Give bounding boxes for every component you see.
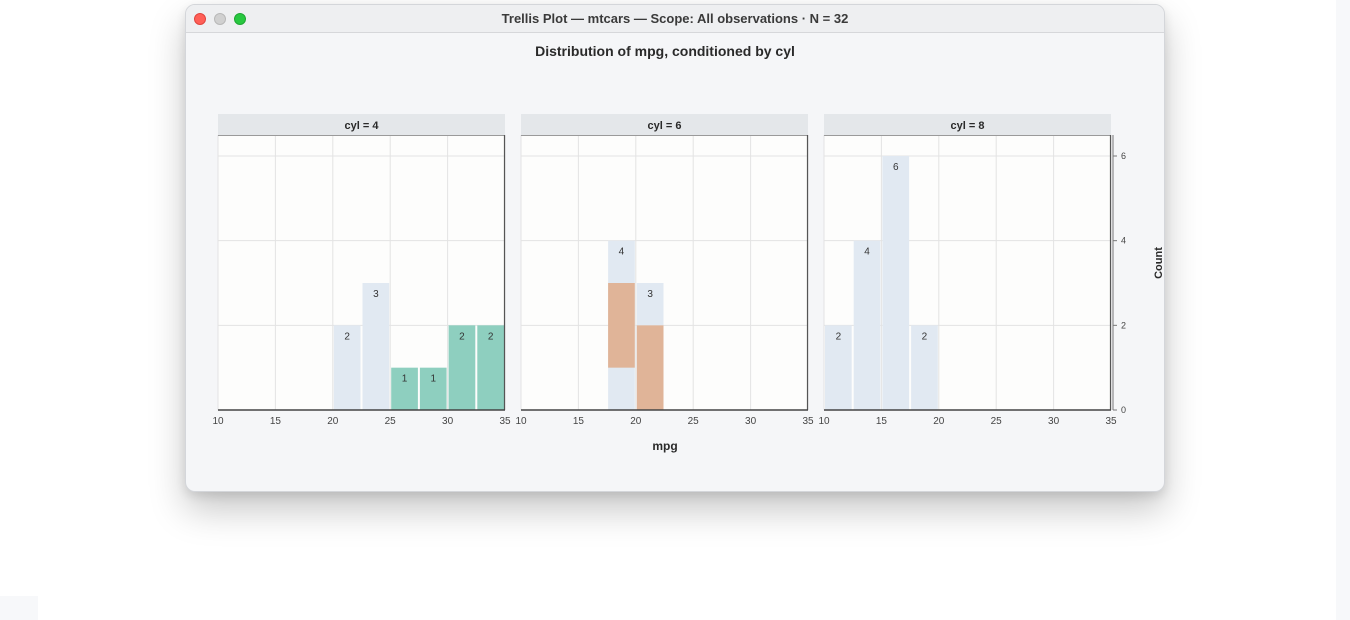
bar-label: 2	[836, 331, 842, 342]
background-strip	[1336, 0, 1350, 620]
title-bar[interactable]: Trellis Plot — mtcars — Scope: All obser…	[186, 5, 1164, 33]
trellis-plot: Distribution of mpg, conditioned by cyl c…	[212, 43, 1164, 453]
panel-strip-label: cyl = 8	[951, 120, 985, 132]
y-tick-label: 2	[1121, 320, 1126, 330]
bar-label: 1	[402, 374, 408, 385]
bar-label: 2	[344, 331, 350, 342]
x-tick-label: 25	[688, 416, 700, 427]
panel-strip	[521, 114, 808, 135]
bar-label: 3	[647, 289, 653, 300]
x-tick-label: 10	[818, 416, 830, 427]
x-tick-label: 10	[212, 416, 224, 427]
x-axis-title: mpg	[652, 439, 677, 453]
bar	[419, 367, 447, 410]
bar	[477, 325, 504, 410]
bar	[825, 325, 852, 410]
bar-label: 6	[893, 162, 899, 173]
panel-strip-label: cyl = 4	[345, 120, 380, 132]
bar-label: 3	[373, 289, 379, 300]
bar	[882, 156, 910, 410]
bar	[362, 283, 390, 410]
x-tick-label: 20	[630, 416, 642, 427]
y-tick-label: 0	[1121, 405, 1126, 415]
bar	[911, 325, 938, 410]
bar-label: 2	[459, 331, 465, 342]
x-tick-label: 15	[573, 416, 585, 427]
x-tick-label: 35	[1105, 416, 1117, 427]
bar-label: 2	[488, 331, 494, 342]
bar-label: 4	[864, 247, 870, 258]
window-title: Trellis Plot — mtcars — Scope: All obser…	[501, 11, 849, 26]
x-tick-label: 25	[385, 416, 397, 427]
x-tick-label: 10	[515, 416, 527, 427]
bar	[853, 240, 881, 410]
y-tick-label: 6	[1121, 151, 1126, 161]
x-tick-label: 25	[991, 416, 1003, 427]
x-tick-label: 30	[1048, 416, 1060, 427]
minimize-button[interactable]	[214, 13, 226, 25]
plot-window: Trellis Plot — mtcars — Scope: All obser…	[185, 4, 1165, 492]
bar-highlight	[636, 325, 664, 410]
bar-label: 4	[619, 247, 625, 258]
y-tick-label: 4	[1121, 236, 1126, 246]
x-tick-label: 30	[745, 416, 757, 427]
x-tick-label: 15	[270, 416, 282, 427]
x-tick-label: 30	[442, 416, 454, 427]
bar	[391, 367, 418, 410]
close-button[interactable]	[194, 13, 206, 25]
panel-background	[521, 135, 808, 410]
zoom-button[interactable]	[234, 13, 246, 25]
panel-strip	[218, 114, 505, 135]
bar-label: 1	[430, 374, 436, 385]
bar-label: 2	[922, 331, 928, 342]
x-tick-label: 20	[933, 416, 945, 427]
bar	[333, 325, 361, 410]
panel-strip	[824, 114, 1111, 135]
x-tick-label: 35	[802, 416, 814, 427]
bar	[448, 325, 476, 410]
background-corner	[0, 596, 38, 620]
panel-strip-label: cyl = 6	[648, 120, 682, 132]
x-tick-label: 35	[499, 416, 511, 427]
x-tick-label: 20	[327, 416, 339, 427]
chart-title: Distribution of mpg, conditioned by cyl	[535, 43, 795, 59]
y-axis-title: Count	[1153, 247, 1164, 279]
x-tick-label: 15	[876, 416, 888, 427]
bar-highlight	[608, 283, 635, 368]
